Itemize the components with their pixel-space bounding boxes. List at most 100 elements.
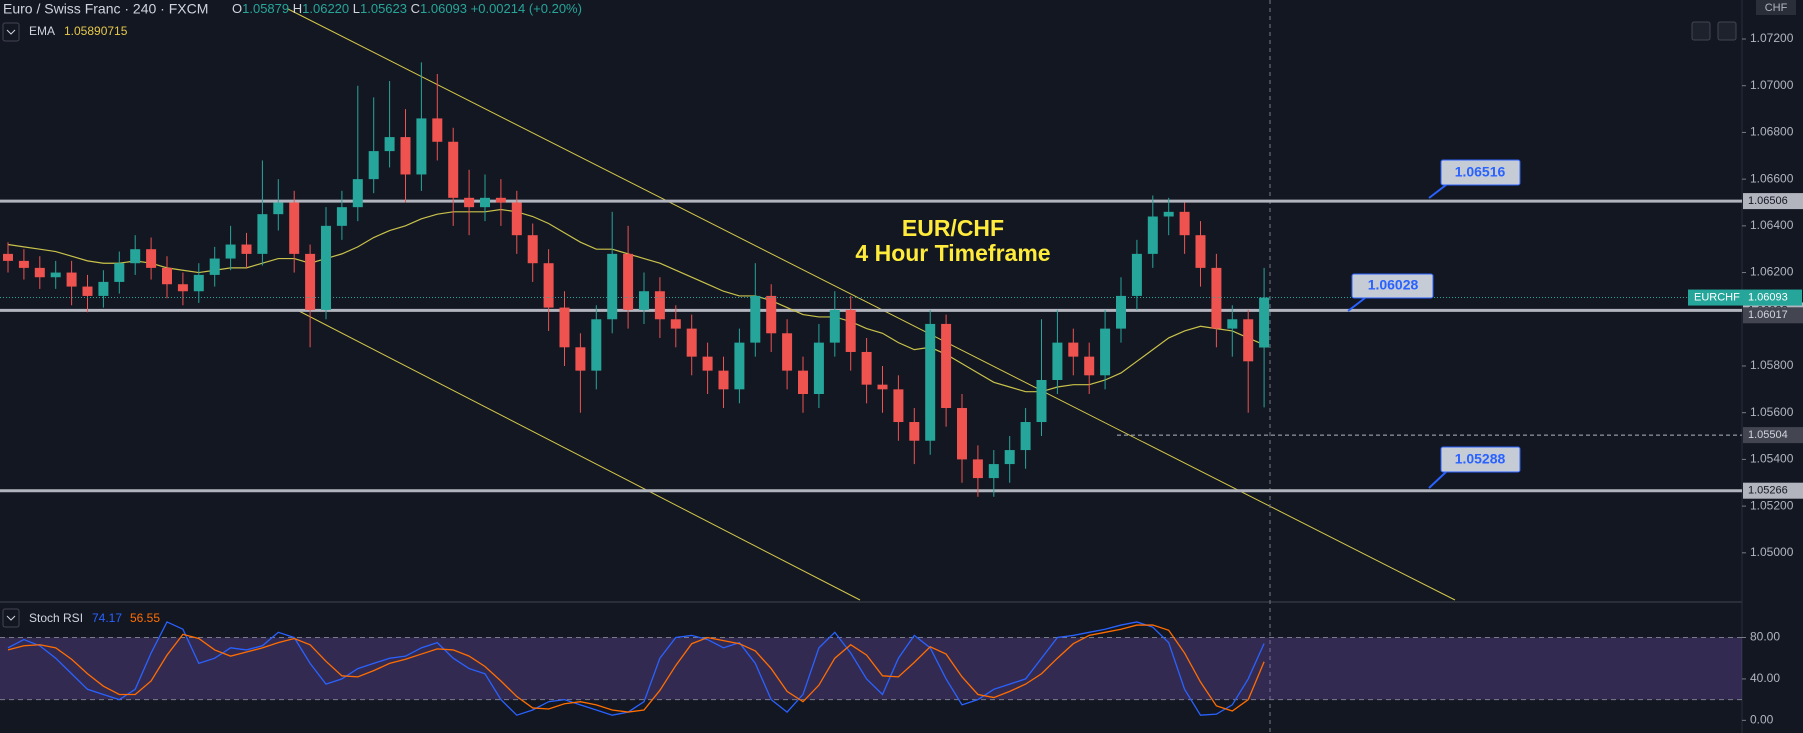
y-tick-label: 1.06600 [1750,171,1794,185]
candle-body [209,258,220,275]
candle-body [146,249,157,268]
candle-body [957,408,967,460]
collapse-button[interactable] [2,608,20,628]
candle-body [988,464,999,479]
band-fill [0,637,1742,700]
ema-legend: EMA [29,24,55,38]
settings-button[interactable] [1717,21,1737,41]
candle-body [480,197,490,208]
candle-body [782,333,793,371]
candle-body [877,384,888,390]
chart-subtitle: 4 Hour Timeframe [855,240,1050,266]
ema-value: 1.05890715 [64,24,128,38]
candle-body [813,342,824,395]
candle-body [1131,253,1142,296]
callout: 1.05288 [1428,446,1521,489]
collapse-button[interactable] [2,22,20,42]
candle-body [162,267,172,285]
candle-body [464,197,475,208]
candle-body [1243,319,1254,362]
candle-body [193,274,204,292]
candle-body [384,137,395,152]
candle-body [241,244,252,254]
y-tick-label: 40.00 [1750,671,1780,685]
candle-body [1052,342,1063,380]
y-tick-label: 1.07000 [1750,78,1794,92]
candle-body [3,253,13,261]
candle-body [257,214,268,254]
stoch-line [7,624,1265,713]
candle-body [1020,422,1031,451]
candle-body [1116,295,1126,329]
candle-body [686,328,697,357]
y-tick-label: 0.00 [1750,713,1774,727]
callout-label: 1.06028 [1368,277,1419,293]
candle-body [177,284,188,292]
ohlc-value: 1.05879 [242,1,289,16]
candle-body [352,179,363,208]
stoch-legend: Stoch RSI [29,611,83,625]
trendline [296,309,861,601]
candle-body [1259,297,1270,348]
last-price-label: 1.06093 [1748,291,1788,303]
candle-body [273,202,284,215]
candle-body [130,249,141,264]
candle-body [543,263,554,308]
candle-body [1084,356,1095,376]
candle-body [66,272,77,287]
ohlc-key: C [411,1,420,16]
candle-body [654,291,665,320]
candle-body [98,281,109,296]
callout-box [1351,273,1434,299]
candle-body [750,295,761,343]
callout: 1.06516 [1428,159,1521,199]
ticker-label: EURCHF [1694,291,1740,303]
ohlc: O1.05879 H1.06220 L1.05623 C1.06093 +0.0… [232,1,582,16]
candle-body [289,202,300,254]
candle-body [305,253,316,310]
y-tick-label: 1.06200 [1750,265,1794,279]
candle-body [368,151,379,180]
candle-body [1100,328,1111,376]
callout-pointer [1428,184,1447,199]
candle-body [941,323,952,409]
y-tick-label: 1.05600 [1750,405,1794,419]
candle-body [1147,216,1158,254]
candle-body [114,263,125,282]
level-badge [1743,482,1803,499]
y-tick-label: 1.06800 [1750,125,1794,139]
y-tick-label: 1.07200 [1750,31,1794,45]
y-tick-label: 1.05800 [1750,358,1794,372]
chart-title: EUR/CHF [902,215,1004,241]
candle-body [432,118,443,142]
candle-body [1211,267,1222,329]
trendline [287,8,1456,601]
chevron [6,615,16,621]
scroll-button[interactable] [1691,21,1711,41]
currency-badge [1756,0,1796,15]
candle-body [34,267,45,278]
chevron [6,29,16,35]
candle-body [702,356,713,371]
y-tick-label: 1.05200 [1750,498,1794,512]
candle-body [527,235,538,264]
price-badge-label: 1.06017 [1748,309,1788,321]
candle-body [336,207,347,226]
candle-body [829,309,840,343]
level-badge [1743,427,1803,444]
ohlc-value: 1.05623 [360,1,407,16]
candle-body [575,347,586,371]
candle-body [1163,211,1174,217]
candle-body [734,342,745,390]
ohlc-value: 1.06220 [302,1,349,16]
ohlc-value: 1.06093 [420,1,467,16]
candle-body [909,422,920,441]
callout-box [1440,159,1521,186]
candle-body [1004,450,1015,465]
candle-body [718,370,729,390]
candle-body [766,295,777,334]
level-badge-label: 1.06506 [1748,195,1788,207]
ohlc-key: O [232,1,242,16]
candle-body [1179,211,1190,236]
candle-body [798,370,808,395]
